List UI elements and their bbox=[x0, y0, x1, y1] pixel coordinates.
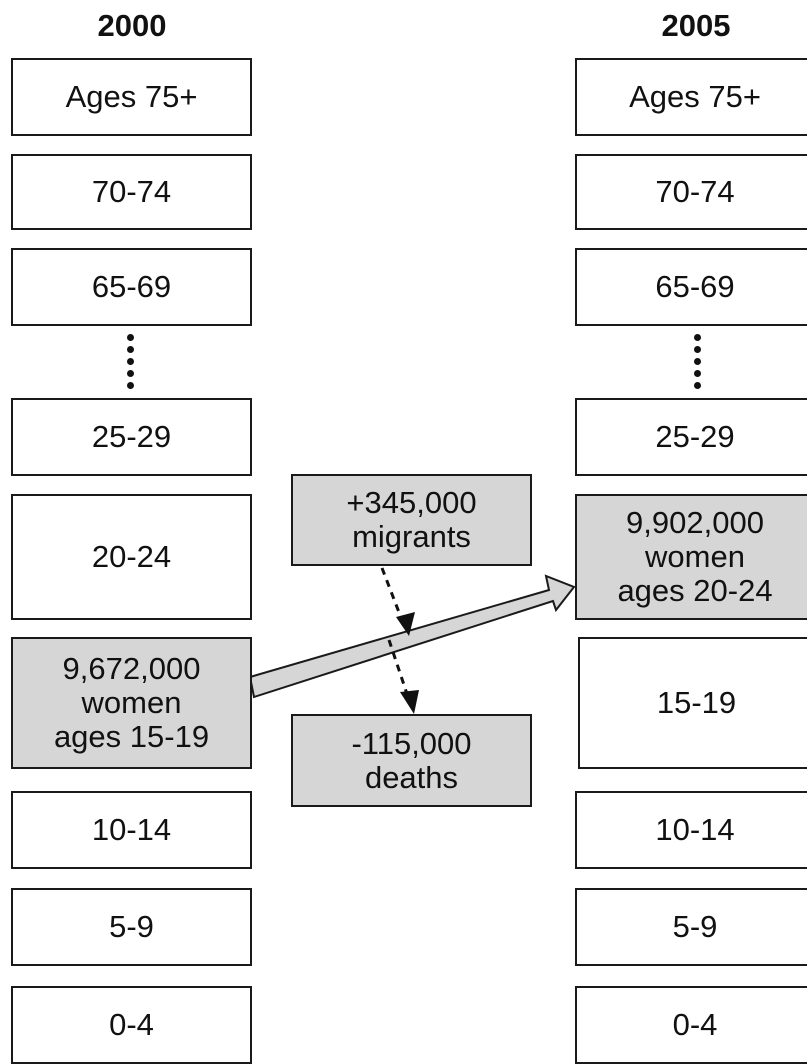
age-group-0-4-2005: 0-4 bbox=[575, 986, 807, 1064]
age-group-5-9-2005: 5-9 bbox=[575, 888, 807, 966]
age-group-25-29-2005: 25-29 bbox=[575, 398, 807, 476]
age-group-label: 5-9 bbox=[109, 909, 154, 944]
migrants-arrowhead bbox=[396, 612, 415, 636]
age-group-label: 65-69 bbox=[91, 269, 172, 304]
population-age-group: ages 20-24 bbox=[617, 573, 773, 608]
age-group-label: 70-74 bbox=[655, 174, 735, 209]
population-subject: women bbox=[81, 685, 182, 720]
age-group-20-24-2000: 20-24 bbox=[11, 494, 252, 620]
deaths-count: -115,000 bbox=[351, 725, 472, 761]
age-group-0-4-2000: 0-4 bbox=[11, 986, 252, 1064]
age-group-15-19-2005: 15-19 bbox=[578, 637, 807, 769]
year-2005-heading: 2005 bbox=[661, 8, 731, 43]
migrants-label: migrants bbox=[352, 519, 471, 554]
age-group-10-14-2005: 10-14 bbox=[575, 791, 807, 869]
age-group-65-69-2005: 65-69 bbox=[575, 248, 807, 326]
age-group-label: 65-69 bbox=[655, 269, 735, 304]
age-group-label: Ages 75+ bbox=[65, 79, 198, 114]
ellipsis-dots-2005 bbox=[694, 334, 702, 394]
age-group-65-69-2000: 65-69 bbox=[11, 248, 252, 326]
age-group-label: 25-29 bbox=[91, 419, 172, 454]
deaths-dashed-arrow bbox=[387, 639, 411, 701]
age-group-75-plus-2005: Ages 75+ bbox=[575, 58, 807, 136]
deaths-label: deaths bbox=[364, 759, 459, 795]
population-count: 9,672,000 bbox=[62, 651, 201, 686]
age-group-label: 5-9 bbox=[672, 909, 718, 944]
age-group-25-29-2000: 25-29 bbox=[11, 398, 252, 476]
year-2000-heading: 2000 bbox=[97, 8, 167, 43]
age-group-label: 20-24 bbox=[91, 539, 172, 574]
age-group-label: 0-4 bbox=[672, 1007, 718, 1042]
women-15-19-2000-highlight: 9,672,000 women ages 15-19 bbox=[11, 637, 252, 769]
ellipsis-dots-2000 bbox=[127, 334, 135, 394]
population-age-group: ages 15-19 bbox=[53, 719, 210, 754]
age-group-75-plus-2000: Ages 75+ bbox=[11, 58, 252, 136]
age-group-70-74-2000: 70-74 bbox=[11, 154, 252, 230]
women-20-24-2005-highlight: 9,902,000 women ages 20-24 bbox=[575, 494, 807, 620]
cohort-shift-arrow bbox=[248, 574, 576, 699]
age-group-5-9-2000: 5-9 bbox=[11, 888, 252, 966]
age-group-label: 25-29 bbox=[655, 419, 735, 454]
age-group-70-74-2005: 70-74 bbox=[575, 154, 807, 230]
age-group-label: 70-74 bbox=[91, 174, 172, 209]
population-count: 9,902,000 bbox=[626, 505, 764, 540]
migrants-count: +345,000 bbox=[346, 485, 477, 520]
age-group-label: 15-19 bbox=[656, 685, 737, 720]
population-subject: women bbox=[645, 539, 745, 574]
age-group-label: Ages 75+ bbox=[629, 79, 761, 114]
deaths-arrowhead bbox=[400, 690, 419, 714]
age-group-label: 10-14 bbox=[655, 812, 735, 847]
age-group-10-14-2000: 10-14 bbox=[11, 791, 252, 869]
migrants-box: +345,000 migrants bbox=[291, 474, 532, 566]
migrants-dashed-arrow bbox=[380, 567, 407, 629]
age-group-label: 10-14 bbox=[91, 812, 172, 847]
age-group-label: 0-4 bbox=[109, 1007, 154, 1042]
deaths-box: -115,000 deaths bbox=[291, 714, 532, 807]
